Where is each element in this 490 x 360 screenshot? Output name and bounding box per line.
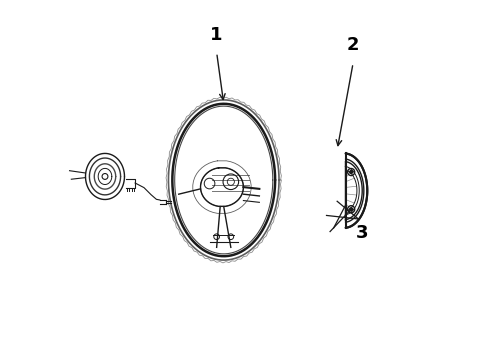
Text: 2: 2 — [347, 36, 359, 54]
Text: 3: 3 — [356, 224, 368, 242]
Circle shape — [350, 208, 353, 211]
Circle shape — [350, 171, 353, 174]
Text: 1: 1 — [210, 26, 223, 44]
